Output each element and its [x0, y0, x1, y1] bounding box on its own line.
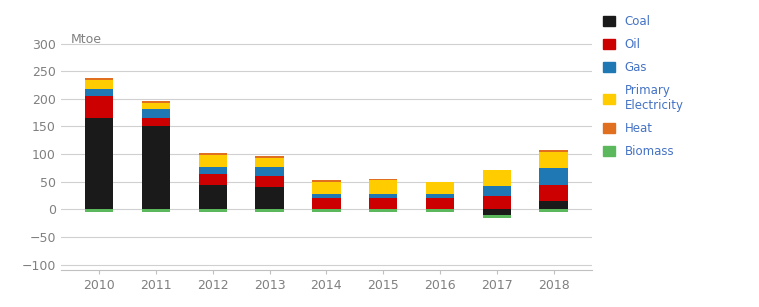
Legend: Coal, Oil, Gas, Primary
Electricity, Heat, Biomass: Coal, Oil, Gas, Primary Electricity, Hea…: [603, 15, 684, 158]
Text: Mtoe: Mtoe: [71, 33, 102, 45]
Bar: [312, 209, 341, 212]
Bar: [312, 194, 341, 198]
Bar: [540, 185, 568, 201]
Bar: [85, 118, 113, 209]
Bar: [540, 168, 568, 185]
Bar: [142, 103, 170, 109]
Bar: [483, 209, 511, 215]
Bar: [255, 187, 284, 209]
Bar: [255, 156, 284, 158]
Bar: [312, 180, 341, 182]
Bar: [142, 101, 170, 103]
Bar: [483, 186, 511, 196]
Bar: [483, 196, 511, 209]
Bar: [312, 182, 341, 194]
Bar: [85, 96, 113, 118]
Bar: [540, 201, 568, 209]
Bar: [426, 182, 454, 194]
Bar: [142, 209, 170, 212]
Bar: [312, 198, 341, 209]
Bar: [199, 153, 227, 155]
Bar: [369, 194, 398, 198]
Bar: [199, 209, 227, 212]
Bar: [540, 209, 568, 212]
Bar: [540, 153, 568, 168]
Bar: [426, 198, 454, 209]
Bar: [85, 209, 113, 212]
Bar: [426, 194, 454, 198]
Bar: [369, 209, 398, 212]
Bar: [483, 215, 511, 218]
Bar: [85, 80, 113, 89]
Bar: [255, 176, 284, 187]
Bar: [369, 198, 398, 209]
Bar: [199, 167, 227, 174]
Bar: [255, 158, 284, 167]
Bar: [142, 109, 170, 118]
Bar: [142, 118, 170, 126]
Bar: [369, 180, 398, 194]
Bar: [255, 167, 284, 176]
Bar: [199, 174, 227, 185]
Bar: [199, 185, 227, 209]
Bar: [199, 155, 227, 167]
Bar: [369, 179, 398, 180]
Bar: [540, 150, 568, 153]
Bar: [255, 209, 284, 212]
Bar: [85, 89, 113, 96]
Bar: [426, 209, 454, 212]
Bar: [85, 78, 113, 80]
Bar: [142, 126, 170, 209]
Bar: [483, 170, 511, 186]
